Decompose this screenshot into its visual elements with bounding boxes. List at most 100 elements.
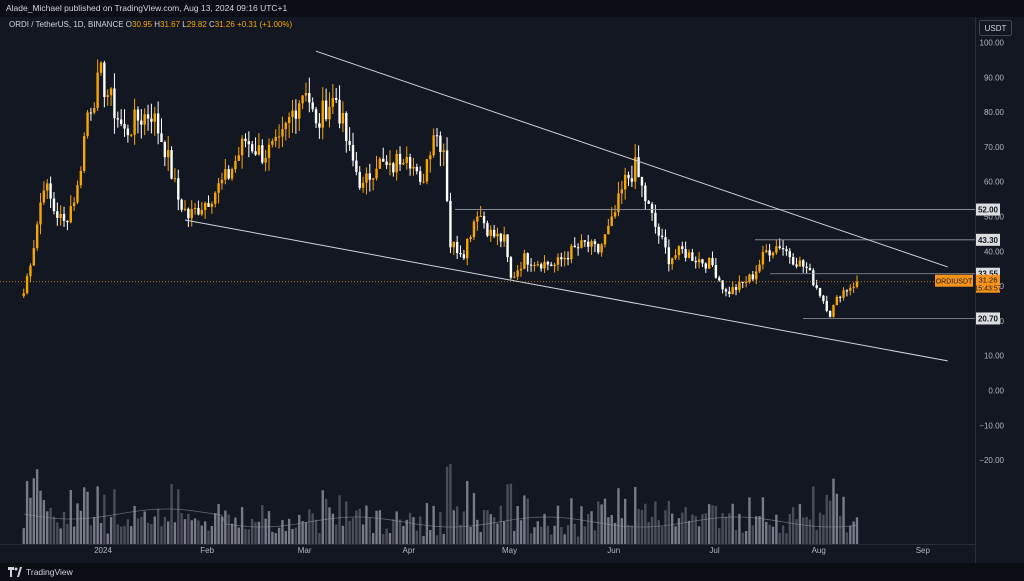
volume-bar — [214, 513, 217, 544]
volume-bar — [324, 498, 328, 544]
volume-bar — [839, 516, 842, 544]
candle-body — [654, 212, 657, 227]
level-label: 33.55 — [978, 270, 999, 279]
volume-bar — [130, 526, 133, 544]
volume-bar — [395, 511, 398, 544]
volume-bar — [855, 517, 859, 544]
candle-body — [459, 253, 462, 255]
candle-body — [32, 248, 35, 266]
candle-body — [815, 285, 818, 288]
candle-body — [466, 239, 469, 259]
volume-bar — [419, 516, 422, 544]
candle-body — [368, 173, 371, 180]
volume-bar — [734, 530, 738, 544]
x-tick-label: Aug — [812, 546, 826, 555]
candle-body — [553, 264, 556, 267]
candle-body — [22, 293, 25, 297]
currency-button-label[interactable]: USDT — [985, 24, 1007, 33]
volume-bar — [509, 483, 513, 544]
volume-bar — [180, 513, 183, 544]
candle-body — [741, 281, 744, 283]
volume-bar — [274, 533, 277, 544]
y-tick-label: 70.00 — [984, 143, 1005, 152]
candle-body — [405, 157, 408, 163]
volume-bar — [237, 527, 240, 544]
volume-bar — [744, 530, 748, 544]
level-label: 20.70 — [978, 314, 999, 323]
candle-body — [744, 282, 748, 284]
volume-bar — [425, 503, 429, 544]
volume-bar — [795, 519, 798, 544]
candle-body — [603, 234, 607, 245]
volume-bar — [771, 526, 775, 544]
candle-body — [613, 212, 617, 217]
publish-info-bar: Alade_Michael published on TradingView.c… — [0, 0, 1024, 17]
candle-body — [93, 108, 96, 113]
volume-bar — [449, 464, 452, 544]
volume-bar — [203, 521, 207, 544]
volume-bar — [476, 519, 479, 544]
candle-body — [697, 259, 701, 263]
candle-body — [163, 141, 167, 158]
volume-bar — [560, 526, 563, 544]
volume-bar — [657, 520, 660, 544]
volume-bar — [79, 510, 83, 544]
candle-body — [358, 171, 361, 188]
candle-body — [324, 100, 328, 120]
volume-bar — [459, 524, 462, 544]
volume-bar — [539, 526, 543, 544]
candle-body — [160, 133, 163, 142]
volume-bar — [701, 514, 704, 544]
candle-body — [439, 135, 442, 152]
candle-body — [170, 150, 173, 179]
candle-body — [425, 159, 429, 182]
volume-bar — [654, 501, 657, 544]
candle-body — [62, 213, 66, 221]
volume-bar — [650, 516, 654, 544]
volume-bar — [402, 525, 405, 544]
candle-body — [99, 62, 103, 73]
candle-body — [224, 169, 227, 180]
volume-bar — [748, 497, 751, 544]
price-chart[interactable]: 120.00110.00100.0090.0080.0070.0060.0050… — [0, 17, 1024, 563]
volume-bar — [492, 517, 496, 544]
volume-bar — [163, 516, 167, 544]
volume-bar — [573, 523, 576, 544]
candle-body — [89, 112, 93, 114]
level-label: 43.30 — [978, 236, 999, 245]
trendline-lower[interactable] — [184, 219, 948, 362]
volume-bar — [281, 520, 284, 544]
candle-body — [479, 216, 482, 218]
candle-body — [566, 257, 570, 260]
trendline-upper[interactable] — [315, 50, 948, 268]
volume-bar — [234, 517, 237, 544]
volume-bar — [123, 525, 126, 544]
volume-bar — [39, 490, 42, 544]
footer-bar: TradingView — [0, 563, 1024, 581]
candle-body — [177, 178, 180, 200]
volume-bar — [466, 480, 469, 544]
candle-body — [476, 216, 479, 222]
candle-body — [345, 113, 348, 142]
candle-body — [217, 183, 220, 193]
volume-bar — [86, 491, 89, 544]
volume-bar — [338, 495, 341, 544]
volume-bar — [341, 525, 345, 544]
volume-bar — [849, 525, 852, 544]
currency-button[interactable] — [979, 20, 1012, 36]
volume-bar — [257, 521, 261, 544]
high-value: 31.67 — [160, 20, 182, 29]
volume-bar — [405, 519, 408, 544]
candle-body — [419, 171, 422, 182]
volume-bar — [721, 513, 724, 544]
candle-body — [388, 163, 392, 166]
volume-bar — [667, 500, 671, 544]
volume-bar — [758, 516, 761, 544]
x-tick-label: Jun — [607, 546, 620, 555]
candle-body — [546, 261, 550, 265]
candle-body — [707, 258, 711, 269]
volume-bar — [580, 506, 583, 544]
volume-bar — [358, 508, 361, 544]
volume-bar — [271, 531, 274, 544]
